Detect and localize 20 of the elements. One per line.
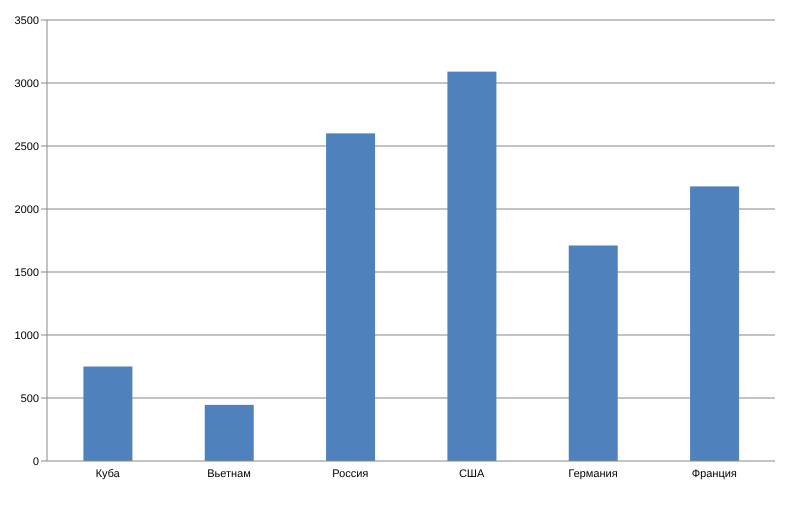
bar [690, 186, 740, 461]
y-tick-label: 3500 [14, 14, 39, 27]
y-tick-label: 500 [20, 392, 39, 405]
x-tick-label: Вьетнам [207, 468, 251, 480]
bar [204, 404, 254, 461]
y-tick-label: 0 [32, 456, 39, 468]
bar [568, 246, 618, 461]
bar [326, 133, 376, 461]
bar [447, 72, 496, 461]
y-tick-label: 1500 [14, 266, 39, 279]
bar [83, 366, 132, 461]
x-tick-label: Куба [96, 468, 121, 480]
y-tick-label: 2000 [14, 204, 39, 216]
x-tick-label: Франция [692, 468, 737, 480]
y-tick-label: 2500 [14, 140, 39, 153]
x-tick-label: Германия [568, 468, 618, 480]
y-tick-label: 3000 [14, 78, 39, 90]
y-tick-label: 1000 [14, 330, 39, 342]
x-tick-label: Россия [332, 468, 368, 480]
x-tick-label: США [458, 468, 486, 480]
